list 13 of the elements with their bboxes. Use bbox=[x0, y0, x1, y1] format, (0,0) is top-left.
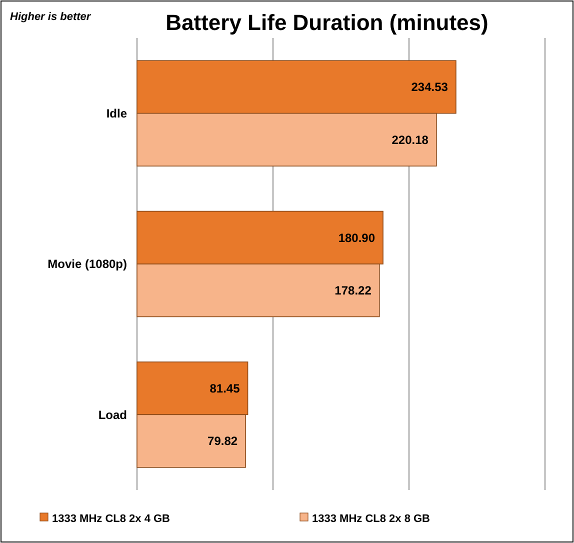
data-label: 178.22 bbox=[334, 284, 372, 298]
y-tick-label: Load bbox=[98, 408, 127, 422]
y-tick-label: Idle bbox=[106, 106, 128, 121]
data-label: 234.53 bbox=[411, 80, 448, 94]
data-label: 81.45 bbox=[210, 382, 240, 396]
data-label: 180.90 bbox=[338, 230, 376, 245]
y-tick-label: Movie (1080p) bbox=[48, 257, 128, 272]
chart-title: Battery Life Duration (minutes) bbox=[166, 10, 488, 35]
text: Higher is better bbox=[10, 11, 92, 23]
legend-label: 1333 MHz CL8 2x 4 GB bbox=[52, 512, 170, 525]
data-label: 220.18 bbox=[392, 132, 429, 147]
legend-label: 1333 MHz CL8 2x 8 GB bbox=[312, 512, 430, 525]
data-label: 79.82 bbox=[208, 434, 238, 448]
